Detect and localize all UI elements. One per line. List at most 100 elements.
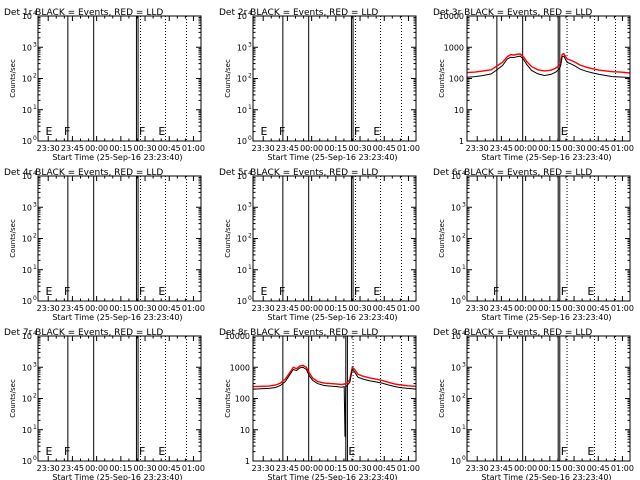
y-tick-exponent: 3 bbox=[248, 201, 252, 208]
y-tick-label: 1000 bbox=[230, 363, 250, 372]
x-tick-label: 00:15 bbox=[538, 464, 561, 473]
x-tick-label: 01:00 bbox=[611, 464, 634, 473]
x-tick-label: 23:30 bbox=[37, 144, 60, 153]
y-tick-label: 10 bbox=[454, 106, 464, 115]
y-tick-label: 10 bbox=[237, 43, 247, 52]
panel-title: Det 1r BLACK = Events, RED = LLD bbox=[4, 8, 163, 18]
x-tick-label: 23:45 bbox=[61, 464, 84, 473]
x-tick-label: 23:30 bbox=[466, 464, 489, 473]
x-tick-label: 00:45 bbox=[373, 304, 396, 313]
flag-F: F bbox=[354, 285, 360, 298]
y-tick-exponent: 4 bbox=[462, 330, 466, 337]
x-tick-label: 23:45 bbox=[490, 464, 513, 473]
x-tick-label: 23:30 bbox=[252, 304, 275, 313]
x-axis-label: Start Time (25-Sep-16 23:23:40) bbox=[267, 473, 397, 480]
y-tick-label: 10 bbox=[22, 12, 32, 21]
y-tick-exponent: 2 bbox=[33, 73, 37, 80]
x-tick-label: 23:30 bbox=[37, 464, 60, 473]
series-events bbox=[252, 366, 417, 437]
y-axis-label: Counts/sec bbox=[9, 59, 17, 98]
flag-E: E bbox=[561, 125, 568, 138]
panel-8: Det 8r BLACK = Events, RED = LLD E 1 10 100 1… bbox=[219, 328, 420, 480]
x-tick-label: 00:15 bbox=[538, 144, 561, 153]
series-lld bbox=[252, 364, 417, 388]
y-tick-exponent: 2 bbox=[33, 393, 37, 400]
x-tick-label: 00:30 bbox=[349, 304, 372, 313]
flag-F: F bbox=[561, 285, 567, 298]
y-tick-label: 10 bbox=[22, 235, 32, 244]
x-tick-label: 00:00 bbox=[514, 464, 537, 473]
x-tick-label: 23:45 bbox=[61, 144, 84, 153]
flag-F: F bbox=[139, 445, 145, 458]
y-tick-label: 10000 bbox=[439, 12, 464, 21]
flag-E: E bbox=[260, 125, 267, 138]
x-tick-label: 00:00 bbox=[514, 144, 537, 153]
y-tick-exponent: 3 bbox=[33, 201, 37, 208]
x-tick-label: 01:00 bbox=[611, 144, 634, 153]
x-tick-label: 01:00 bbox=[397, 464, 420, 473]
y-tick-label: 10000 bbox=[225, 332, 250, 341]
y-tick-exponent: 0 bbox=[33, 135, 37, 142]
x-tick-label: 00:30 bbox=[563, 144, 586, 153]
x-axis-label: Start Time (25-Sep-16 23:23:40) bbox=[52, 313, 182, 322]
plot-frame bbox=[252, 335, 417, 462]
y-tick-label: 10 bbox=[237, 297, 247, 306]
x-axis-label: Start Time (25-Sep-16 23:23:40) bbox=[52, 153, 182, 162]
x-axis-label: Start Time (25-Sep-16 23:23:40) bbox=[52, 473, 182, 480]
y-tick-exponent: 1 bbox=[462, 264, 466, 271]
y-axis-label: Counts/sec bbox=[438, 59, 446, 98]
x-tick-label: 00:30 bbox=[563, 464, 586, 473]
x-tick-label: 00:30 bbox=[349, 464, 372, 473]
x-tick-label: 01:00 bbox=[397, 304, 420, 313]
y-tick-exponent: 1 bbox=[33, 264, 37, 271]
flag-E: E bbox=[373, 285, 380, 298]
flag-E: E bbox=[45, 445, 52, 458]
x-tick-label: 00:45 bbox=[587, 304, 610, 313]
x-axis-label: Start Time (25-Sep-16 23:23:40) bbox=[267, 313, 397, 322]
y-tick-label: 10 bbox=[237, 235, 247, 244]
y-tick-exponent: 2 bbox=[33, 233, 37, 240]
flag-E: E bbox=[158, 125, 165, 138]
y-tick-exponent: 2 bbox=[248, 73, 252, 80]
x-tick-label: 00:45 bbox=[158, 464, 181, 473]
y-tick-exponent: 4 bbox=[462, 170, 466, 177]
x-tick-label: 23:30 bbox=[466, 144, 489, 153]
flag-F: F bbox=[561, 445, 567, 458]
panel-title: Det 2r BLACK = Events, RED = LLD bbox=[219, 8, 378, 18]
flag-E: E bbox=[158, 285, 165, 298]
panel-title: Det 7r BLACK = Events, RED = LLD bbox=[4, 328, 163, 338]
x-tick-label: 23:30 bbox=[252, 144, 275, 153]
y-tick-label: 1 bbox=[459, 137, 464, 146]
y-tick-exponent: 1 bbox=[248, 264, 252, 271]
x-tick-label: 23:30 bbox=[37, 304, 60, 313]
y-axis-label: Counts/sec bbox=[224, 219, 232, 258]
y-tick-label: 10 bbox=[240, 426, 250, 435]
y-tick-exponent: 1 bbox=[462, 424, 466, 431]
panel-title: Det 6r BLACK = Events, RED = LLD bbox=[433, 168, 592, 178]
y-axis-label: Counts/sec bbox=[438, 379, 446, 418]
flag-F: F bbox=[354, 125, 360, 138]
y-tick-label: 10 bbox=[22, 106, 32, 115]
y-tick-exponent: 0 bbox=[248, 135, 252, 142]
plot-frame bbox=[466, 335, 631, 462]
flag-F: F bbox=[64, 285, 70, 298]
plot-frame bbox=[252, 15, 417, 142]
y-tick-label: 10 bbox=[237, 12, 247, 21]
y-tick-label: 10 bbox=[22, 203, 32, 212]
x-tick-label: 23:30 bbox=[466, 304, 489, 313]
y-axis-label: Counts/sec bbox=[438, 219, 446, 258]
y-tick-label: 10 bbox=[22, 43, 32, 52]
flag-E: E bbox=[348, 445, 355, 458]
y-tick-exponent: 1 bbox=[33, 104, 37, 111]
x-tick-label: 00:00 bbox=[514, 304, 537, 313]
y-tick-label: 10 bbox=[451, 332, 461, 341]
y-tick-label: 100 bbox=[235, 395, 250, 404]
y-tick-exponent: 1 bbox=[33, 424, 37, 431]
x-tick-label: 00:00 bbox=[300, 464, 323, 473]
y-tick-exponent: 0 bbox=[462, 295, 466, 302]
y-tick-exponent: 4 bbox=[248, 170, 252, 177]
x-tick-label: 23:30 bbox=[252, 464, 275, 473]
